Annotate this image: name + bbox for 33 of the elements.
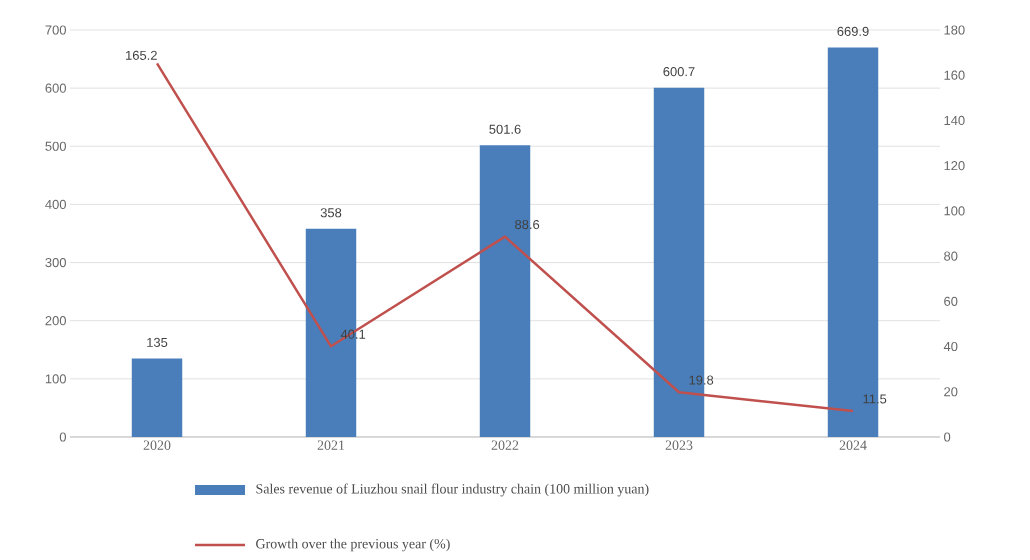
- y2-tick-label: 0: [944, 432, 951, 442]
- y-tick-label: 200: [45, 316, 66, 326]
- data-label: 358: [320, 208, 342, 218]
- y2-tick-label: 140: [944, 115, 965, 126]
- y2-tick-label: 80: [944, 251, 958, 261]
- x-tick-label: 2023: [665, 440, 693, 450]
- y2-tick-label: 20: [944, 387, 958, 397]
- y2-tick-label: 60: [944, 296, 958, 306]
- y-tick-label: 0: [59, 432, 66, 442]
- data-label: 669.9: [837, 26, 869, 36]
- data-label: 600.7: [663, 67, 695, 77]
- x-tick-label: 2024: [839, 440, 867, 450]
- legend-label: Growth over the previous year (%): [256, 538, 450, 552]
- y-tick-label: 400: [45, 199, 66, 209]
- y2-tick-label: 160: [944, 70, 965, 80]
- bar: [131, 358, 183, 437]
- data-label: 135: [147, 337, 168, 347]
- y-tick-label: 300: [45, 257, 66, 268]
- y2-tick-label: 40: [943, 341, 958, 352]
- y2-tick-label: 100: [944, 206, 965, 216]
- y-tick-label: 600: [45, 83, 66, 93]
- y2-tick-label: 180: [944, 25, 965, 35]
- x-tick-label: 2021: [317, 440, 345, 450]
- legend-label: Sales revenue of Liuzhou snail flour industry chain (100 million yuan): [256, 483, 649, 497]
- y-tick-label: 500: [45, 141, 66, 151]
- data-label: 165.2: [126, 50, 157, 60]
- data-label: 40.1: [340, 329, 366, 339]
- y-tick-label: 700: [45, 25, 66, 35]
- x-tick-label: 2020: [143, 440, 171, 450]
- y-tick-label: 100: [45, 374, 66, 384]
- y2-tick-label: 120: [944, 161, 965, 171]
- x-tick-label: 2022: [491, 440, 519, 450]
- data-label: 501.6: [489, 124, 521, 134]
